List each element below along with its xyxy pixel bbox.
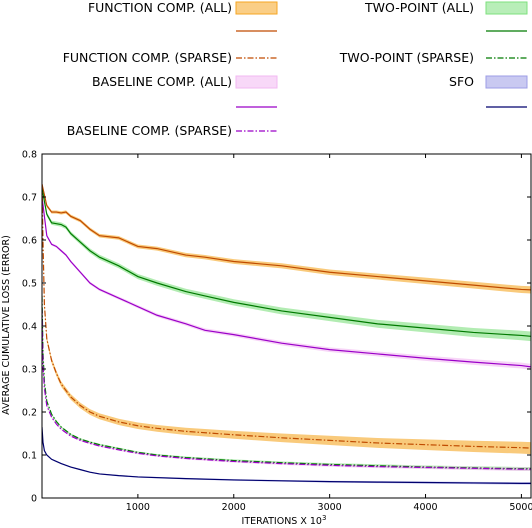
line-func_sparse	[42, 184, 531, 449]
band-two_all	[42, 186, 531, 342]
y-tick-label: 0.3	[22, 365, 37, 376]
line-base_all	[42, 196, 531, 368]
legend-label-baseline-comp-sparse: BASELINE COMP. (SPARSE)	[67, 123, 232, 138]
line-sfo	[42, 427, 531, 484]
y-axis-label: AVERAGE CUMULATIVE LOSS (ERROR)	[1, 235, 12, 415]
legend: FUNCTION COMP. (ALL) FUNCTION COMP. (SPAR…	[63, 0, 528, 138]
legend-label-two-point-sparse: TWO-POINT (SPARSE)	[339, 50, 474, 65]
x-tick-label: 2000	[222, 502, 246, 513]
legend-label-two-point-all: TWO-POINT (ALL)	[364, 0, 474, 15]
legend-label-sfo: SFO	[449, 74, 474, 89]
plot-area	[42, 181, 531, 485]
legend-swatch-band-sfo	[485, 75, 528, 89]
line-two_all	[42, 188, 531, 337]
x-axis-label-text: ITERATIONS X 10	[242, 516, 322, 527]
legend-swatch-band-baseline-comp-all	[235, 75, 278, 89]
y-tick-label: 0.5	[22, 279, 37, 290]
series-lines	[42, 183, 531, 484]
line-two_sparse	[42, 295, 531, 470]
x-axis-label-exponent: 3	[322, 514, 326, 522]
y-tick-label: 0.4	[22, 322, 37, 333]
x-tick-label: 4000	[413, 502, 437, 513]
x-tick-label: 5000	[509, 502, 532, 513]
x-tick-label: 3000	[318, 502, 342, 513]
line-func_all	[42, 183, 531, 291]
y-tick-label: 0	[31, 494, 37, 505]
legend-label-function-comp-all: FUNCTION COMP. (ALL)	[88, 0, 232, 15]
y-tick-label: 0.2	[22, 408, 37, 419]
legend-swatch-band-function-comp-all	[235, 1, 278, 15]
band-func_sparse	[42, 181, 531, 455]
y-tick-label: 0.7	[22, 193, 37, 204]
x-axis-label: ITERATIONS X 103	[242, 514, 327, 527]
confidence-bands	[42, 181, 531, 485]
legend-label-function-comp-sparse: FUNCTION COMP. (SPARSE)	[63, 50, 232, 65]
axes: 0 0.1 0.2 0.3 0.4 0.5 0.6 0.7 0.8 1000 2000 3000 400…	[22, 150, 532, 514]
line-base_sparse	[42, 308, 531, 470]
x-tick-label: 1000	[126, 502, 150, 513]
legend-label-baseline-comp-all: BASELINE COMP. (ALL)	[92, 74, 232, 89]
y-tick-label: 0.1	[22, 451, 37, 462]
legend-swatch-band-two-point-all	[485, 1, 528, 15]
y-tick-label: 0.8	[22, 150, 37, 161]
y-tick-label: 0.6	[22, 236, 37, 247]
